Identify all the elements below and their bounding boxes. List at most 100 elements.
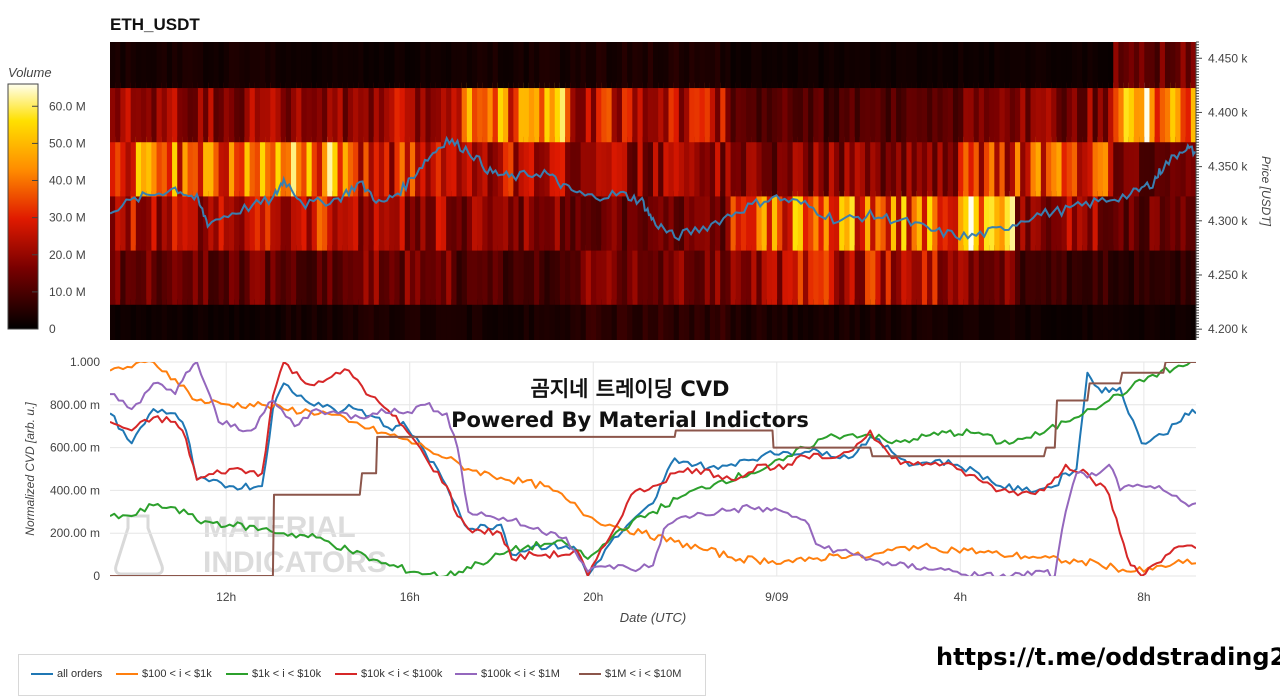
legend-item[interactable]: all orders — [31, 668, 102, 682]
heatmap-cell — [653, 136, 659, 197]
heatmap-cell — [461, 82, 468, 143]
legend-item[interactable]: $10k < i < $100k — [335, 668, 442, 682]
colorbar-title: Volume — [8, 65, 52, 80]
heatmap-cell — [559, 42, 566, 89]
heatmap-cell — [983, 82, 990, 143]
heatmap-cell — [337, 299, 344, 340]
heatmap-cell — [565, 42, 571, 89]
heatmap-cell — [1025, 245, 1032, 305]
heatmap-cell — [937, 299, 944, 340]
heatmap-cell — [306, 245, 313, 305]
heatmap-cell — [487, 245, 494, 305]
heatmap-cell — [1061, 191, 1068, 251]
heatmap-cell — [596, 42, 602, 89]
heatmap-cell — [363, 82, 370, 143]
heatmap-cell — [958, 245, 964, 305]
heatmap-cell — [1164, 136, 1171, 197]
heatmap-cell — [580, 136, 587, 197]
heatmap-cell — [332, 42, 339, 89]
heatmap-cell — [1123, 191, 1130, 251]
heatmap-cell — [322, 82, 328, 143]
heatmap-cell — [156, 191, 163, 251]
heatmap-cell — [766, 42, 773, 89]
heatmap-cell — [404, 245, 411, 305]
cvd-y-axis-title: Normalized CVD [arb. u.] — [23, 402, 37, 536]
heatmap-cell — [368, 299, 375, 340]
heatmap-cell — [435, 136, 442, 197]
heatmap-cell — [844, 191, 851, 251]
heatmap-cell — [347, 299, 354, 340]
heatmap-cell — [234, 136, 240, 197]
heatmap-cell — [187, 191, 194, 251]
heatmap-cell — [1185, 136, 1192, 197]
heatmap-cell — [384, 42, 390, 89]
heatmap-cell — [259, 299, 266, 340]
heatmap-cell — [327, 42, 333, 89]
legend-swatch — [31, 673, 53, 676]
heatmap-cell — [1170, 191, 1176, 251]
heatmap-cell — [544, 299, 551, 340]
heatmap-cell — [316, 299, 323, 340]
heatmap-cell — [1097, 82, 1104, 143]
heatmap-cell — [994, 42, 1001, 89]
heatmap-cell — [601, 136, 608, 197]
heatmap-cell — [999, 191, 1006, 251]
heatmap-cell — [420, 82, 427, 143]
heatmap-cell — [642, 42, 649, 89]
heatmap-cell — [637, 42, 644, 89]
heatmap-cell — [342, 245, 349, 305]
heatmap-cell — [141, 42, 147, 89]
heatmap-cell — [637, 136, 644, 197]
heatmap-cell — [1071, 136, 1078, 197]
heatmap-cell — [916, 191, 923, 251]
heatmap-cell — [942, 42, 949, 89]
legend-item[interactable]: $1M < i < $10M — [579, 668, 681, 682]
heatmap-cell — [771, 82, 778, 143]
heatmap-cell — [663, 191, 670, 251]
heatmap-cell — [389, 191, 396, 251]
heatmap-cell — [575, 245, 582, 305]
heatmap-cell — [466, 245, 473, 305]
heatmap-cell — [735, 191, 742, 251]
legend-item[interactable]: $1k < i < $10k — [226, 668, 321, 682]
heatmap-cell — [684, 136, 690, 197]
heatmap-cell — [280, 299, 287, 340]
heatmap-cell — [777, 42, 783, 89]
heatmap-cell — [1139, 245, 1145, 305]
heatmap-cell — [389, 299, 396, 340]
heatmap-cell — [523, 245, 530, 305]
heatmap-cell — [1051, 136, 1057, 197]
heatmap-cell — [1009, 299, 1016, 340]
heatmap-cell — [642, 191, 649, 251]
legend-item[interactable]: $100 < i < $1k — [116, 668, 212, 682]
heatmap-cell — [1190, 299, 1196, 340]
heatmap-cell — [580, 82, 587, 143]
heatmap-cell — [1144, 82, 1151, 143]
heatmap-cell — [363, 191, 370, 251]
heatmap-cell — [373, 245, 380, 305]
heatmap-cell — [854, 299, 861, 340]
heatmap-cell — [389, 136, 396, 197]
heatmap-cell — [487, 299, 494, 340]
heatmap-cell — [472, 245, 478, 305]
heatmap-cell — [916, 42, 923, 89]
legend-item[interactable]: $100k < i < $1M — [455, 668, 560, 682]
heatmap-cell — [1185, 42, 1192, 89]
heatmap-cell — [787, 42, 794, 89]
heatmap-cell — [409, 136, 416, 197]
heatmap-cell — [1040, 136, 1047, 197]
heatmap-cell — [906, 136, 913, 197]
heatmap-cell — [518, 82, 525, 143]
heatmap-cell — [580, 42, 587, 89]
heatmap-cell — [1149, 245, 1156, 305]
heatmap-cell — [151, 245, 158, 305]
heatmap-cell — [296, 82, 302, 143]
heatmap-cell — [880, 82, 887, 143]
heatmap-cell — [575, 82, 582, 143]
heatmap-cell — [141, 299, 147, 340]
chart-canvas[interactable]: 4.450 k 4.400 k 4.350 k 4.300 k 4.250 k 4.200… — [0, 0, 1280, 650]
heatmap-cell — [409, 245, 416, 305]
heatmap-cell — [1071, 245, 1078, 305]
heatmap-cell — [777, 191, 783, 251]
telegram-link[interactable]: https://t.me/oddstrading2 — [936, 643, 1280, 671]
